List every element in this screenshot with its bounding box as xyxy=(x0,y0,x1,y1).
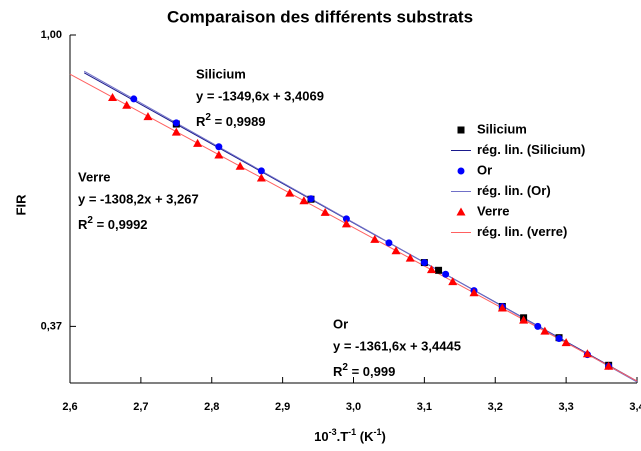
point xyxy=(540,326,550,335)
point xyxy=(442,270,450,278)
x-axis-label-part: 10 xyxy=(314,429,328,444)
legend-marker xyxy=(457,167,465,175)
x-tick-label: 3,1 xyxy=(417,401,432,413)
legend-marker xyxy=(457,126,465,134)
r2-sup: 2 xyxy=(205,112,211,123)
r2-base: R xyxy=(78,217,88,232)
point xyxy=(172,119,180,127)
annotation-r2: R2 = 0,9989 xyxy=(196,112,266,129)
legend-marker xyxy=(456,207,466,216)
point xyxy=(604,361,614,370)
x-axis-label-part: (K xyxy=(356,429,374,444)
legend-label: Verre xyxy=(477,203,510,218)
x-axis-label-part: ) xyxy=(382,429,386,444)
x-axis-label-sup: -1 xyxy=(348,427,356,437)
point xyxy=(257,167,265,175)
annotation-equation: y = -1308,2x + 3,267 xyxy=(78,191,199,206)
x-axis-label: 10-3.T-1 (K-1) xyxy=(314,427,386,444)
point xyxy=(143,112,153,121)
point xyxy=(130,95,138,103)
annotation-equation: y = -1361,6x + 3,4445 xyxy=(333,338,461,353)
point xyxy=(435,266,443,274)
chart-title: Comparaison des différents substrats xyxy=(167,7,473,26)
r2-base: R xyxy=(333,364,343,379)
point xyxy=(497,303,507,312)
x-tick-label: 3,2 xyxy=(488,401,503,413)
x-tick-label: 2,9 xyxy=(275,401,290,413)
x-tick-label: 3,4 xyxy=(629,401,641,413)
y-tick-label: 1,00 xyxy=(41,29,62,41)
r2-sup: 2 xyxy=(342,362,348,373)
point xyxy=(171,127,181,136)
point xyxy=(555,335,563,343)
r2-value: = 0,9989 xyxy=(211,114,266,129)
point xyxy=(405,253,415,262)
point xyxy=(420,259,428,267)
x-tick-label: 3,0 xyxy=(346,401,361,413)
point xyxy=(215,143,223,151)
point xyxy=(426,265,436,274)
point xyxy=(534,322,542,330)
point xyxy=(341,219,351,228)
point xyxy=(108,92,118,101)
x-axis-label-sup: -3 xyxy=(329,427,337,437)
x-tick-label: 2,6 xyxy=(62,401,77,413)
x-axis-label-sup: -1 xyxy=(374,427,382,437)
y-axis-label: FIR xyxy=(13,194,28,216)
legend-label: Or xyxy=(477,162,492,177)
point xyxy=(299,196,309,205)
x-axis-label-part: .T xyxy=(337,429,349,444)
legend-label: rég. lin. (Or) xyxy=(477,183,551,198)
point xyxy=(391,246,401,255)
x-tick-label: 3,3 xyxy=(558,401,573,413)
point xyxy=(256,173,266,182)
y-tick-label: 0,37 xyxy=(41,320,62,332)
annotation-r2: R2 = 0,999 xyxy=(333,362,395,379)
point xyxy=(469,288,479,297)
r2-value: = 0,9992 xyxy=(93,217,148,232)
point xyxy=(285,188,295,197)
point xyxy=(235,161,245,170)
point xyxy=(370,234,380,243)
annotation-equation: y = -1349,6x + 3,4069 xyxy=(196,88,324,103)
regression-line xyxy=(69,73,638,382)
annotation-name: Silicium xyxy=(196,66,246,81)
point xyxy=(320,207,330,216)
x-tick-label: 2,8 xyxy=(204,401,219,413)
point xyxy=(342,215,350,223)
r2-value: = 0,999 xyxy=(348,364,395,379)
point xyxy=(385,239,393,247)
annotation-name: Verre xyxy=(78,169,111,184)
point xyxy=(561,338,571,347)
point xyxy=(307,195,315,203)
annotation-r2: R2 = 0,9992 xyxy=(78,215,148,232)
point xyxy=(582,349,592,358)
x-tick-label: 2,7 xyxy=(133,401,148,413)
legend-label: rég. lin. (verre) xyxy=(477,224,567,239)
point xyxy=(448,277,458,286)
r2-sup: 2 xyxy=(87,215,93,226)
legend-label: rég. lin. (Silicium) xyxy=(477,142,585,157)
annotation-name: Or xyxy=(333,316,348,331)
point xyxy=(519,315,529,324)
point xyxy=(193,138,203,147)
r2-base: R xyxy=(196,114,206,129)
legend-label: Silicium xyxy=(477,121,527,136)
point xyxy=(122,100,132,109)
point xyxy=(214,150,224,159)
